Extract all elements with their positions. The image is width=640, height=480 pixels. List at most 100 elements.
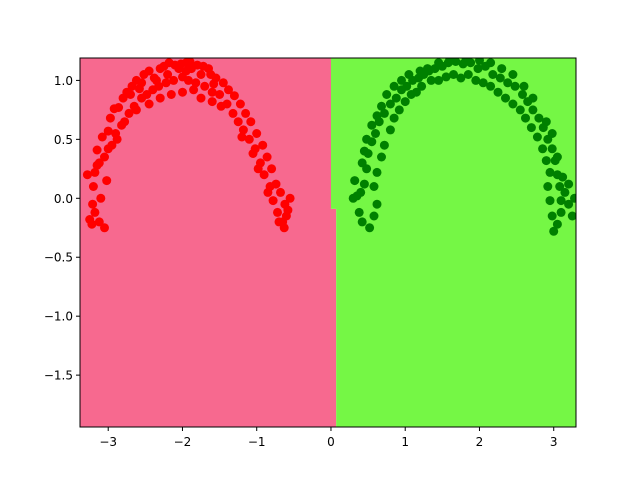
scatter-point-s1-40 bbox=[267, 164, 277, 174]
scatter-point-s2-45 bbox=[365, 223, 375, 233]
scatter-point-s2-68 bbox=[493, 87, 503, 97]
scatter-point-s1-90 bbox=[181, 66, 191, 76]
scatter-point-s2-57 bbox=[411, 87, 421, 97]
scatter-point-s1-88 bbox=[204, 64, 213, 74]
scatter-point-s1-52 bbox=[100, 152, 109, 162]
scatter-point-s1-48 bbox=[94, 217, 104, 227]
scatter-point-s1-89 bbox=[196, 70, 206, 79]
scatter-point-s2-14 bbox=[402, 81, 412, 91]
scatter-point-s2-11 bbox=[385, 99, 395, 109]
scatter-point-s1-91 bbox=[174, 64, 184, 74]
scatter-point-s2-31 bbox=[518, 90, 527, 99]
scatter-point-s2-63 bbox=[456, 73, 466, 83]
scatter-point-s2-70 bbox=[508, 99, 518, 109]
y-axis-ticks: −1.5 −1.0 −0.5 0.0 0.5 1.0 bbox=[44, 74, 80, 383]
scatter-point-s1-87 bbox=[144, 99, 154, 109]
decision-region-1 bbox=[80, 58, 337, 427]
scatter-point-s1-67 bbox=[200, 81, 210, 91]
scatter-point-s2-43 bbox=[552, 219, 562, 229]
scatter-point-s2-46 bbox=[369, 211, 379, 221]
scatter-point-s2-27 bbox=[488, 70, 498, 79]
x-axis-ticks: −3 −2 −1 0 1 2 3 bbox=[99, 427, 558, 449]
scatter-point-s1-65 bbox=[183, 75, 193, 85]
y-tick-label: 0.0 bbox=[54, 192, 73, 206]
scatter-point-s2-8 bbox=[371, 129, 380, 138]
scatter-point-s2-65 bbox=[471, 75, 481, 85]
scatter-points bbox=[82, 58, 576, 236]
scatter-point-s2-50 bbox=[377, 152, 386, 162]
x-tick-label: 2 bbox=[476, 435, 484, 449]
scatter-point-s2-49 bbox=[372, 167, 382, 177]
scatter-point-s2-87 bbox=[552, 152, 562, 162]
scatter-point-s1-9 bbox=[105, 113, 115, 123]
scatter-point-s2-83 bbox=[567, 211, 576, 221]
scatter-point-s2-105 bbox=[377, 101, 386, 111]
scatter-point-s1-3 bbox=[88, 182, 98, 191]
scatter-point-s1-2 bbox=[88, 199, 98, 209]
decision-regions bbox=[80, 58, 576, 427]
scatter-point-s2-78 bbox=[543, 182, 553, 191]
scatter-point-s1-110 bbox=[103, 144, 113, 154]
x-tick-label: 0 bbox=[327, 435, 335, 449]
scatter-point-s2-112 bbox=[350, 176, 360, 186]
scatter-point-s2-79 bbox=[545, 196, 555, 206]
scatter-point-s1-107 bbox=[209, 79, 219, 89]
scatter-point-s2-47 bbox=[372, 199, 382, 209]
scatter-point-s2-72 bbox=[521, 113, 530, 123]
scatter-point-s2-29 bbox=[503, 78, 513, 88]
scatter-point-s1-99 bbox=[253, 164, 263, 174]
scatter-point-s2-94 bbox=[486, 58, 496, 68]
scatter-point-s2-59 bbox=[426, 75, 436, 85]
scatter-point-s1-66 bbox=[191, 78, 201, 88]
scatter-point-s2-4 bbox=[359, 179, 369, 189]
scatter-point-s2-110 bbox=[357, 158, 367, 168]
scatter-point-s1-84 bbox=[196, 93, 206, 103]
scatter-point-s1-7 bbox=[97, 132, 107, 142]
scatter-point-s1-37 bbox=[252, 129, 262, 138]
scatter-point-s2-76 bbox=[541, 156, 551, 166]
scatter-point-s1-73 bbox=[238, 125, 248, 135]
scatter-point-s1-56 bbox=[124, 108, 134, 118]
scatter-point-s1-94 bbox=[131, 105, 141, 115]
scatter-point-s2-61 bbox=[441, 72, 451, 82]
scatter-point-s1-11 bbox=[114, 103, 124, 112]
scatter-point-s2-81 bbox=[560, 187, 570, 197]
scatter-point-s2-108 bbox=[362, 134, 372, 144]
scatter-point-s1-49 bbox=[100, 223, 109, 233]
scatter-point-s1-72 bbox=[233, 117, 243, 127]
scatter-point-s1-8 bbox=[103, 126, 113, 136]
scatter-point-s2-66 bbox=[478, 78, 488, 88]
scatter-point-s1-108 bbox=[137, 78, 147, 88]
scatter-point-s2-64 bbox=[463, 70, 473, 79]
plot-frame bbox=[79, 57, 577, 428]
scatter-point-s1-109 bbox=[126, 90, 135, 99]
scatter-point-s1-50 bbox=[96, 193, 106, 203]
scatter-point-s2-44 bbox=[549, 226, 559, 236]
scatter-point-s2-37 bbox=[547, 144, 557, 154]
scatter-point-s1-82 bbox=[178, 87, 187, 97]
scatter-point-s1-39 bbox=[262, 152, 272, 162]
scatter-point-s1-100 bbox=[263, 187, 273, 197]
scatter-point-s2-42 bbox=[556, 207, 566, 217]
scatter-point-s2-2 bbox=[354, 207, 364, 217]
y-tick-label: 0.5 bbox=[54, 133, 73, 147]
scatter-point-s2-98 bbox=[434, 58, 444, 68]
scatter-point-s2-75 bbox=[538, 144, 548, 154]
scatter-point-s1-69 bbox=[215, 90, 225, 99]
y-tick-label: 1.0 bbox=[54, 74, 73, 88]
scatter-point-s1-98 bbox=[248, 149, 258, 158]
scatter-point-s1-4 bbox=[90, 167, 100, 177]
scatter-point-s2-106 bbox=[372, 111, 382, 121]
scatter-point-s2-3 bbox=[357, 217, 367, 227]
scatter-point-s1-93 bbox=[152, 75, 161, 85]
scatter-point-s1-96 bbox=[112, 134, 122, 144]
scatter-point-s2-71 bbox=[515, 105, 525, 115]
y-tick-label: −0.5 bbox=[44, 251, 73, 265]
scatter-point-s2-113 bbox=[348, 193, 358, 203]
scatter-point-s1-33 bbox=[229, 91, 239, 101]
scatter-point-s1-34 bbox=[235, 99, 245, 109]
scatter-point-s2-86 bbox=[558, 172, 568, 182]
scatter-point-s2-85 bbox=[564, 179, 574, 189]
scatter-point-s2-54 bbox=[394, 105, 404, 115]
scatter-point-s2-53 bbox=[389, 113, 399, 123]
